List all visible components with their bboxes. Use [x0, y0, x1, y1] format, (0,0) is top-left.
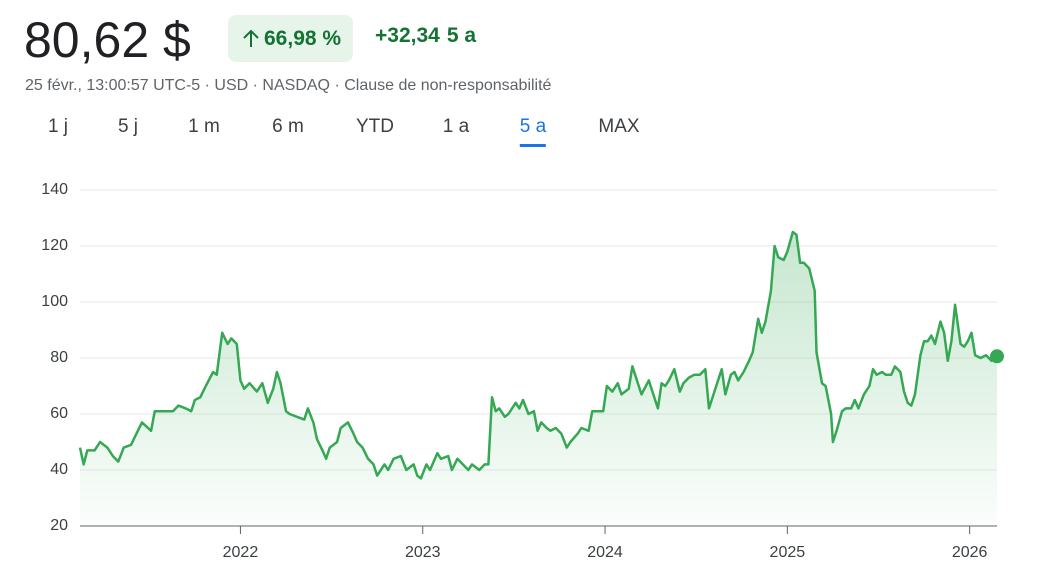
- range-tab[interactable]: MAX: [598, 116, 640, 137]
- change: +32,34 5 a: [375, 24, 476, 48]
- range-tabs: 1 j 5 j 1 m 6 m YTD 1 a 5 a MAX: [0, 116, 700, 150]
- y-tick-label: 100: [41, 293, 68, 310]
- y-tick-label: 40: [50, 461, 68, 478]
- y-tick-label: 120: [41, 237, 68, 254]
- range-tab[interactable]: 1 j: [47, 116, 69, 137]
- change-value: +32,34: [375, 24, 440, 47]
- arrow-up-icon: [243, 29, 259, 47]
- x-tick-label: 2026: [952, 544, 988, 561]
- range-tab[interactable]: YTD: [356, 116, 394, 137]
- x-tick-label: 2025: [770, 544, 806, 561]
- subtitle: 25 févr., 13:00:57 UTC-5 · USD · NASDAQ …: [25, 77, 552, 94]
- range-tab[interactable]: 5 j: [117, 116, 139, 137]
- y-tick-label: 60: [50, 405, 68, 422]
- range-tab[interactable]: 6 m: [272, 116, 304, 137]
- price: 80,62 $: [24, 12, 191, 68]
- range-tab[interactable]: 1 a: [442, 116, 470, 137]
- change-percent: 66,98 %: [264, 26, 342, 50]
- last-point: [990, 349, 1004, 364]
- y-tick-label: 140: [41, 181, 68, 198]
- y-tick-label: 80: [50, 349, 68, 366]
- chart: 20 40 60 80 100 120 140 2022 2023 2024 2025 2026: [41, 181, 1004, 561]
- y-tick-label: 20: [50, 517, 68, 534]
- x-tick-label: 2022: [223, 544, 259, 561]
- x-tick-label: 2023: [405, 544, 441, 561]
- x-tick-label: 2024: [587, 544, 623, 561]
- range-tab[interactable]: 5 a: [519, 116, 547, 147]
- change-period: 5 a: [446, 24, 477, 47]
- price-line: [78, 230, 998, 480]
- range-tab[interactable]: 1 m: [188, 116, 220, 137]
- change-badge: 66,98 %: [228, 15, 354, 62]
- area: [80, 232, 997, 526]
